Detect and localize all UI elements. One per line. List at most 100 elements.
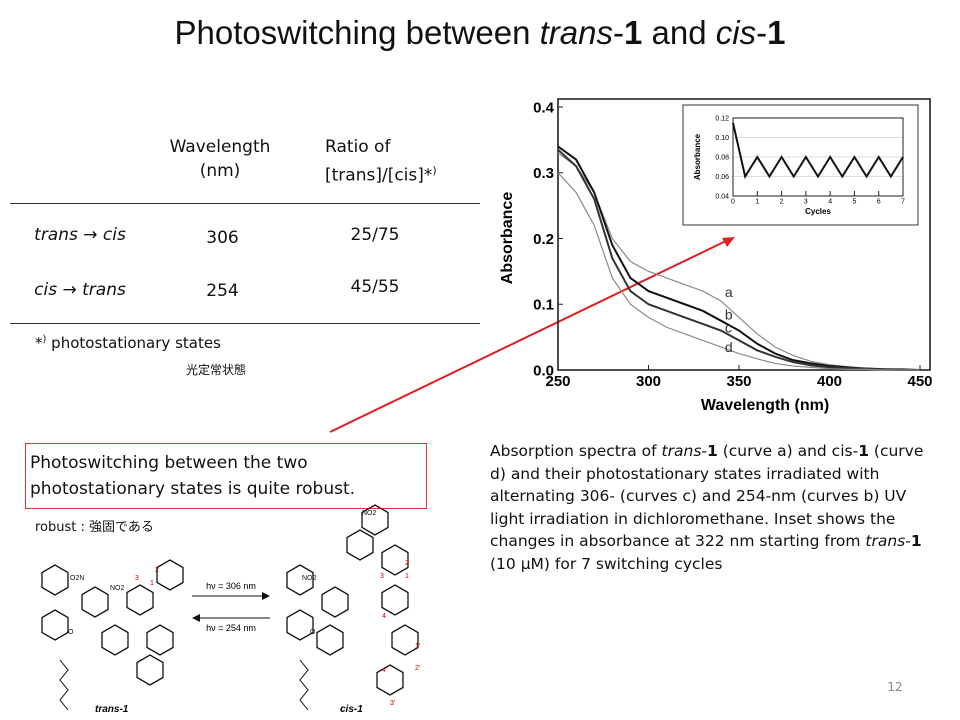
- curve-label: b: [725, 307, 733, 323]
- ring: [156, 559, 184, 591]
- footnote-japanese: 光定常状態: [185, 363, 246, 377]
- pointer-arrow: [329, 239, 729, 433]
- ring: [316, 624, 344, 656]
- atom-label: O2N: [70, 575, 84, 582]
- x-tick-label: 6: [877, 198, 881, 205]
- ring: [286, 609, 314, 641]
- ring: [286, 564, 314, 596]
- atom-label: 3: [380, 573, 384, 580]
- atom-label: 1: [150, 580, 154, 587]
- text-run: -: [905, 532, 911, 550]
- y-axis-title: Absorbance: [693, 133, 702, 180]
- scheme-label: trans-1: [95, 704, 129, 715]
- text-run: Photoswitching between: [174, 14, 540, 51]
- arrow-head: [722, 237, 735, 247]
- y-tick-label: 0.06: [715, 174, 729, 181]
- y-axis-title: Absorbance: [499, 192, 516, 285]
- text-run: cis: [715, 14, 757, 51]
- atom-label: O: [68, 629, 74, 636]
- curve: [557, 148, 920, 371]
- scheme-text: hν = 306 nm: [206, 581, 256, 591]
- ring: [361, 504, 389, 536]
- x-axis-title: Cycles: [805, 207, 831, 216]
- table-rule: [10, 323, 480, 324]
- y-tick-label: 0.2: [533, 231, 554, 248]
- x-tick-label: 2: [780, 198, 784, 205]
- atom-label: 4': [382, 667, 387, 674]
- cell: 254: [206, 281, 239, 301]
- x-tick-label: 1: [755, 198, 759, 205]
- cell: trans → cis: [34, 225, 126, 245]
- atom-label: 2: [155, 567, 159, 574]
- text-run: -: [701, 442, 707, 460]
- cell: 45/55: [350, 277, 400, 297]
- ring: [321, 586, 349, 618]
- arrow-head: [262, 592, 270, 600]
- text-run: (curve a) and cis-: [717, 442, 859, 460]
- slide-title: Photoswitching between trans-1 and cis-1: [0, 14, 960, 52]
- y-tick-label: 0.10: [715, 135, 729, 142]
- text-run: 1: [767, 14, 786, 51]
- text-run: 1: [623, 14, 643, 51]
- ring: [81, 586, 109, 618]
- text-run: trans: [539, 14, 613, 51]
- y-tick-label: 0.4: [533, 99, 555, 116]
- text-run: (curve d) and their photostationary stat…: [490, 442, 924, 550]
- cell: 306: [206, 228, 239, 248]
- x-tick-label: 4: [828, 198, 832, 205]
- y-tick-label: 0.08: [715, 154, 729, 161]
- ring: [136, 654, 164, 686]
- header-text: Ratio of: [325, 137, 391, 157]
- x-tick-label: 250: [545, 373, 570, 390]
- atom-label: 1: [405, 573, 409, 580]
- cell: cis → trans: [34, 280, 126, 300]
- text-run: 1: [910, 532, 922, 550]
- header-cell: Wavelength (nm): [150, 135, 290, 183]
- text-run: ): [42, 334, 47, 345]
- atom-label: 2: [405, 560, 409, 567]
- page-number: 12: [887, 680, 903, 694]
- x-tick-label: 300: [636, 373, 661, 390]
- atom-label: 1': [415, 643, 420, 650]
- caption: Absorption spectra of trans-1 (curve a) …: [490, 440, 940, 575]
- text-run: (10 μM) for 7 switching cycles: [490, 554, 723, 573]
- chain: [59, 659, 69, 711]
- text-run: 1: [707, 442, 718, 460]
- ring: [376, 664, 404, 696]
- x-tick-label: 350: [726, 373, 751, 390]
- footnote: *) photostationary states: [35, 334, 221, 352]
- note-box: Photoswitching between the two photostat…: [25, 443, 427, 509]
- text-run: and: [642, 14, 716, 51]
- y-tick-label: 0.04: [715, 193, 729, 200]
- ring: [146, 624, 174, 656]
- atom-label: 3': [390, 700, 395, 707]
- text-run: -: [756, 14, 768, 51]
- text-run: Absorption spectra of: [490, 442, 662, 460]
- y-tick-label: 0.0: [533, 362, 554, 379]
- curve: [557, 172, 920, 371]
- plot-frame: [557, 98, 931, 371]
- ring: [41, 564, 69, 596]
- atom-label: O: [310, 629, 316, 636]
- text-run: 1: [858, 442, 869, 460]
- y-tick-label: 0.1: [533, 297, 554, 314]
- x-tick-label: 400: [817, 373, 842, 390]
- text-run: photostationary states: [46, 334, 221, 352]
- x-tick-label: 3: [804, 198, 808, 205]
- scheme-text: hν = 254 nm: [206, 623, 256, 633]
- ring: [346, 529, 374, 561]
- text-run: trans: [865, 532, 906, 550]
- y-tick-label: 0.3: [533, 165, 554, 182]
- header-sup: ): [432, 164, 437, 177]
- y-tick-label: 0.12: [715, 115, 729, 122]
- atom-label: 2': [415, 665, 420, 672]
- atom-label: 4: [382, 613, 386, 620]
- ring: [41, 609, 69, 641]
- x-tick-label: 0: [731, 198, 735, 205]
- header-text: (nm): [199, 161, 241, 181]
- curve-label: d: [725, 339, 733, 355]
- atom-label: NO2: [302, 575, 317, 582]
- scheme-label: cis-1: [340, 704, 363, 715]
- ring: [381, 544, 409, 576]
